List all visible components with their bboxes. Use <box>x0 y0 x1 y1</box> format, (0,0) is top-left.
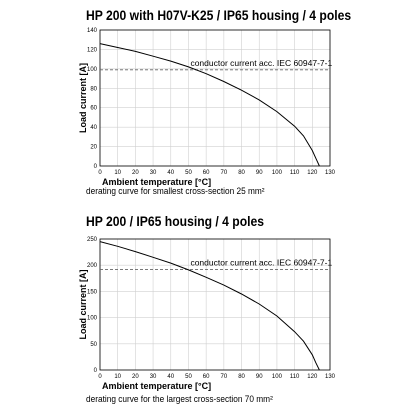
y-tick-label: 0 <box>94 164 98 170</box>
x-tick-label: 110 <box>290 170 300 176</box>
x-tick-label: 130 <box>325 374 336 380</box>
plot-frame <box>99 238 331 371</box>
chart-panel-bottom: HP 200 / IP65 housing / 4 poles 0 10 20 30 4… <box>0 206 416 416</box>
x-tick-label: 0 <box>98 170 102 176</box>
reference-line-label: conductor current acc. IEC 60947-7-1 <box>190 58 332 68</box>
x-tick-label: 0 <box>98 374 102 380</box>
chart-caption: derating curve for the largest cross-sec… <box>86 394 273 404</box>
chart-panel-top: HP 200 with H07V-K25 / IP65 housing / 4 … <box>78 8 352 196</box>
x-tick-label: 90 <box>256 374 263 380</box>
x-tick-label: 30 <box>150 374 157 380</box>
x-tick-label: 60 <box>203 170 210 176</box>
chart-plot: 0 10 20 30 40 50 60 70 80 90 100 110 120 130 0 50 100 150… <box>78 237 336 391</box>
x-axis-label: Ambient temperature [°C] <box>102 177 211 187</box>
y-tick-label: 140 <box>87 28 98 34</box>
y-tick-label: 60 <box>90 106 97 112</box>
x-tick-label: 10 <box>114 170 121 176</box>
x-tick-label: 60 <box>203 374 210 380</box>
x-tick-label: 50 <box>185 374 192 380</box>
x-tick-label: 20 <box>132 170 139 176</box>
y-tick-label: 100 <box>87 67 98 73</box>
x-tick-label: 30 <box>150 170 157 176</box>
derating-curve <box>99 43 320 167</box>
y-tick-label: 150 <box>87 289 98 295</box>
y-tick-label: 80 <box>90 86 97 92</box>
x-tick-label: 20 <box>132 374 139 380</box>
x-tick-label: 120 <box>307 374 318 380</box>
x-tick-label: 80 <box>238 374 245 380</box>
y-tick-label: 120 <box>87 47 98 53</box>
y-tick-label: 20 <box>90 145 97 151</box>
x-tick-label: 70 <box>221 170 228 176</box>
derating-curve <box>99 241 320 371</box>
y-tick-label: 0 <box>94 368 98 374</box>
y-tick-label: 50 <box>90 342 97 348</box>
x-tick-label: 110 <box>290 374 300 380</box>
chart-caption: derating curve for smallest cross-sectio… <box>86 186 265 196</box>
x-tick-label: 10 <box>114 374 121 380</box>
plot-frame <box>99 29 331 167</box>
y-axis-label: Load current [A] <box>78 269 88 339</box>
x-tick-label: 80 <box>238 170 245 176</box>
reference-line-label: conductor current acc. IEC 60947-7-1 <box>190 257 332 267</box>
x-tick-label: 100 <box>272 170 283 176</box>
x-tick-label: 70 <box>221 374 228 380</box>
y-tick-label: 100 <box>87 316 98 322</box>
x-tick-label: 100 <box>272 374 283 380</box>
chart-title: HP 200 with H07V-K25 / IP65 housing / 4 … <box>86 8 352 23</box>
x-tick-label: 130 <box>325 170 336 176</box>
x-tick-label: 90 <box>256 170 263 176</box>
y-tick-label: 200 <box>87 263 98 269</box>
chart-title: HP 200 / IP65 housing / 4 poles <box>86 214 265 229</box>
chart-plot: 0 10 20 30 40 50 60 70 80 90 100 110 120 130 0 20 40 60 80… <box>78 28 336 187</box>
x-tick-label: 40 <box>167 374 174 380</box>
y-tick-label: 250 <box>87 237 98 243</box>
x-tick-label: 40 <box>167 170 174 176</box>
y-tick-label: 40 <box>90 125 97 131</box>
x-tick-label: 50 <box>185 170 192 176</box>
y-axis-label: Load current [A] <box>78 63 88 133</box>
x-tick-label: 120 <box>307 170 318 176</box>
x-axis-label: Ambient temperature [°C] <box>102 381 211 391</box>
